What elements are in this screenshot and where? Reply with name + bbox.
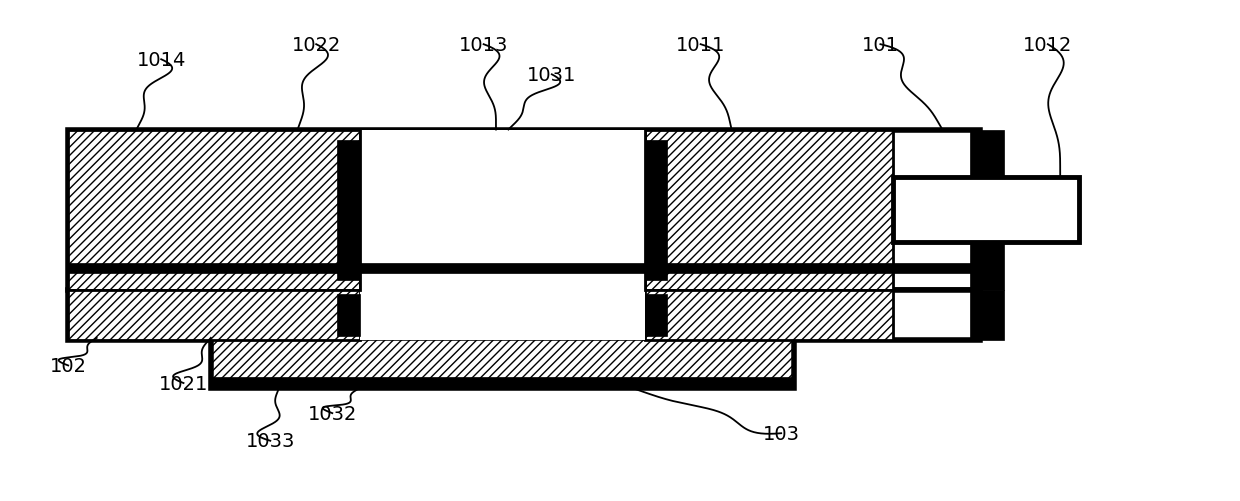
Bar <box>337 294 360 337</box>
Text: 1012: 1012 <box>1023 36 1073 55</box>
Bar <box>337 140 360 281</box>
Text: 103: 103 <box>763 424 800 443</box>
Bar <box>68 291 360 341</box>
Text: 101: 101 <box>862 36 899 55</box>
Bar <box>970 130 1004 291</box>
Bar <box>68 130 360 291</box>
Text: 102: 102 <box>50 356 87 375</box>
Text: 1021: 1021 <box>159 374 208 393</box>
Bar <box>645 140 667 281</box>
Bar <box>645 291 893 341</box>
Bar <box>68 263 980 273</box>
Bar <box>645 130 893 291</box>
Bar <box>970 291 1004 341</box>
Bar <box>645 294 667 337</box>
Text: 1013: 1013 <box>459 36 508 55</box>
Text: 1032: 1032 <box>308 404 357 423</box>
Bar <box>360 291 645 341</box>
Text: 1022: 1022 <box>291 36 341 55</box>
Bar <box>893 178 1079 243</box>
Text: 1031: 1031 <box>527 66 577 85</box>
Bar <box>68 130 980 291</box>
Text: 1014: 1014 <box>136 51 186 70</box>
Bar <box>211 377 794 388</box>
Text: 1011: 1011 <box>676 36 725 55</box>
Text: 1033: 1033 <box>246 431 295 450</box>
Bar <box>211 338 794 388</box>
Bar <box>360 130 645 291</box>
Bar <box>68 291 980 341</box>
